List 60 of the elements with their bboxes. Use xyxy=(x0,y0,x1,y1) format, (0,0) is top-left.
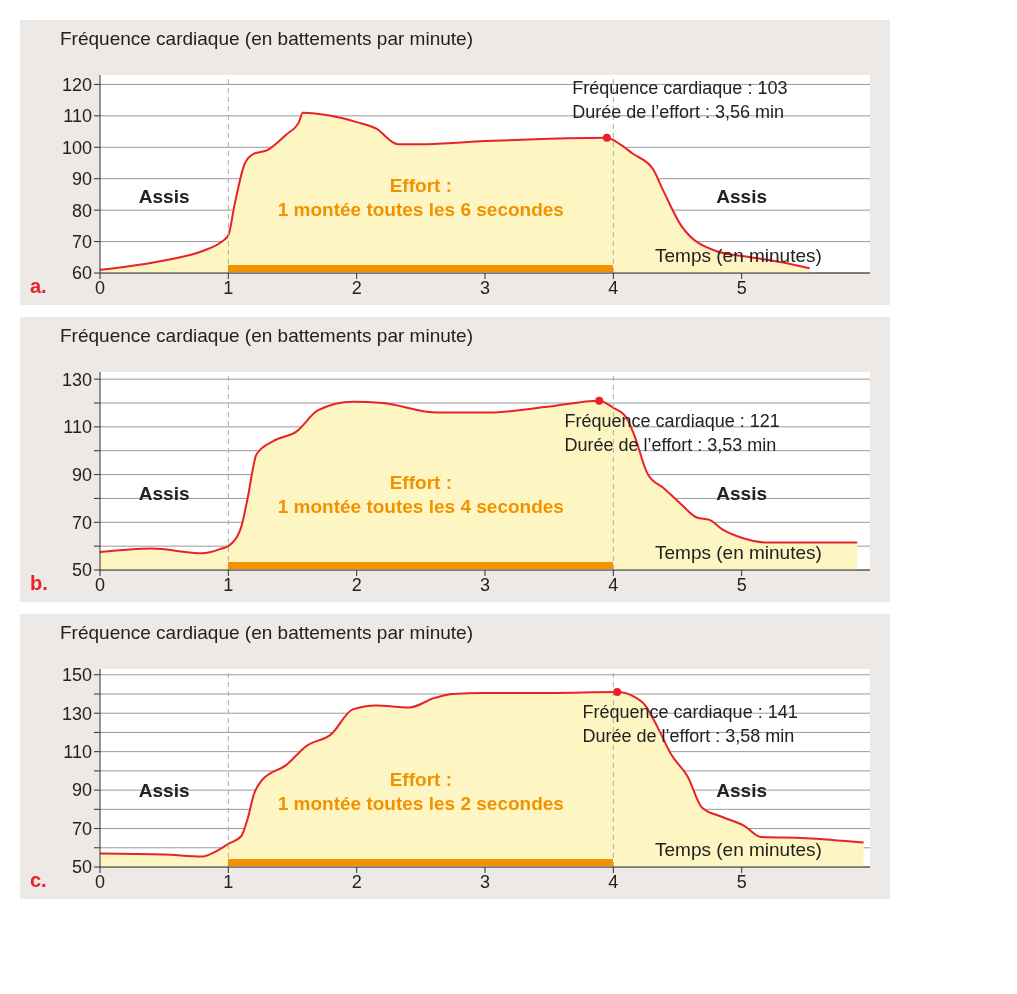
annotation: Assis xyxy=(716,185,768,208)
text: b. xyxy=(30,572,48,595)
y-tick-label: 80 xyxy=(71,200,92,221)
annotation: 1 montée toutes les 6 secondes xyxy=(277,197,564,222)
x-tick-label: 4 xyxy=(608,871,619,892)
text: c. xyxy=(30,869,47,892)
annotation: Effort : xyxy=(388,470,453,495)
x-tick-label: 0 xyxy=(94,574,106,595)
y-tick-label: 120 xyxy=(61,74,92,95)
y-tick-label: 110 xyxy=(63,417,92,438)
y-tick-label: 50 xyxy=(71,560,92,581)
x-axis-title: Temps (en minutes) xyxy=(655,542,822,564)
annotation: Effort : xyxy=(388,173,453,198)
y-axis-title: Fréquence cardiaque (en battements par minute) xyxy=(60,622,473,644)
annotation: Assis xyxy=(138,779,190,802)
y-tick-label: 110 xyxy=(63,742,92,763)
x-tick-label: 3 xyxy=(479,871,491,892)
y-tick-label: 70 xyxy=(71,818,92,839)
y-tick-label: 130 xyxy=(61,369,92,390)
x-tick-label: 2 xyxy=(351,574,362,595)
y-tick-label: 90 xyxy=(71,780,92,801)
x-tick-label: 1 xyxy=(223,277,234,298)
y-tick-label: 150 xyxy=(61,665,92,686)
annotation: Durée de l’effort : 3,58 min xyxy=(582,725,796,749)
y-tick-label: 90 xyxy=(71,169,92,190)
annotation: Effort : xyxy=(388,767,453,792)
x-tick-label: 2 xyxy=(351,277,362,298)
text: a. xyxy=(30,275,47,298)
y-tick-label: 110 xyxy=(63,106,92,127)
x-tick-label: 1 xyxy=(223,574,234,595)
x-tick-label: 5 xyxy=(736,574,747,595)
y-tick-label: 70 xyxy=(71,231,92,252)
x-axis-title: Temps (en minutes) xyxy=(655,839,822,861)
annotation: Assis xyxy=(138,185,190,208)
x-tick-label: 3 xyxy=(479,574,491,595)
y-axis-title: Fréquence cardiaque (en battements par minute) xyxy=(60,28,473,50)
annotation: Durée de l’effort : 3,53 min xyxy=(564,433,778,457)
x-tick-label: 0 xyxy=(94,871,106,892)
x-tick-label: 4 xyxy=(608,574,619,595)
annotation: 1 montée toutes les 2 secondes xyxy=(277,791,564,816)
x-tick-label: 5 xyxy=(736,871,747,892)
annotation: Assis xyxy=(716,779,768,802)
y-tick-label: 130 xyxy=(61,703,92,724)
y-axis-title: Fréquence cardiaque (en battements par minute) xyxy=(60,325,473,347)
annotation: Fréquence cardiaque : 103 xyxy=(572,76,788,100)
y-tick-label: 50 xyxy=(71,857,92,878)
x-tick-label: 3 xyxy=(479,277,491,298)
annotation: Assis xyxy=(716,482,768,505)
x-tick-label: 2 xyxy=(351,871,362,892)
x-tick-label: 4 xyxy=(608,277,619,298)
annotation: Durée de l’effort : 3,56 min xyxy=(572,100,786,124)
x-tick-label: 5 xyxy=(736,277,747,298)
x-tick-label: 0 xyxy=(94,277,106,298)
y-tick-label: 90 xyxy=(71,464,92,485)
annotation: Assis xyxy=(138,482,190,505)
annotation: 1 montée toutes les 4 secondes xyxy=(277,494,564,519)
y-tick-label: 70 xyxy=(71,512,92,533)
y-tick-label: 60 xyxy=(71,263,92,284)
y-tick-label: 100 xyxy=(61,137,92,158)
x-tick-label: 1 xyxy=(223,871,234,892)
